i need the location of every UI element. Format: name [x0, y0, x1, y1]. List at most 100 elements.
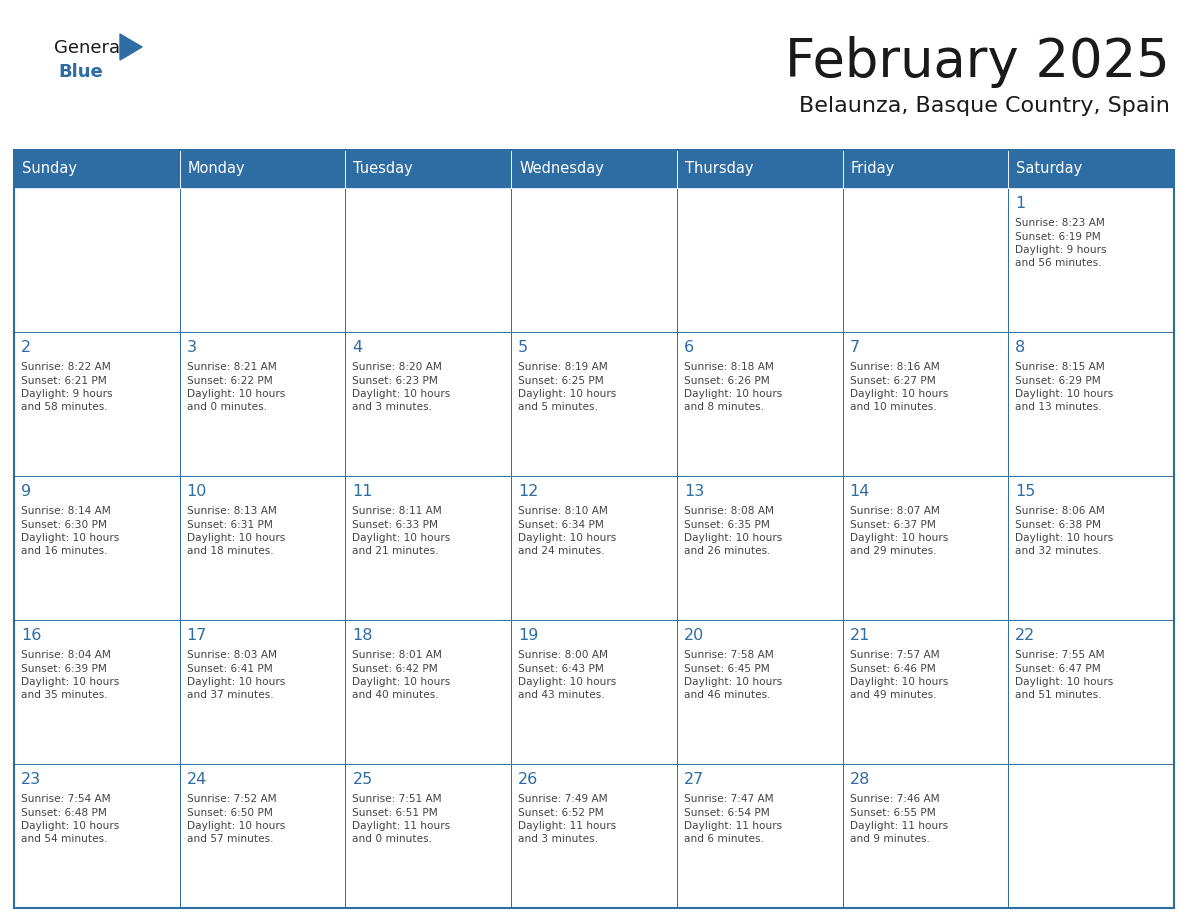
Text: and 51 minutes.: and 51 minutes. [1016, 690, 1101, 700]
Text: Sunset: 6:48 PM: Sunset: 6:48 PM [21, 808, 107, 818]
Bar [179, 476, 346, 620]
Bar [677, 476, 842, 620]
Text: 18: 18 [353, 628, 373, 643]
Bar [1009, 476, 1174, 620]
Bar [14, 188, 179, 332]
Text: Sunrise: 7:58 AM: Sunrise: 7:58 AM [684, 650, 773, 660]
Text: and 8 minutes.: and 8 minutes. [684, 402, 764, 412]
Bar [14, 764, 179, 908]
Bar [179, 188, 346, 332]
Text: Sunrise: 8:04 AM: Sunrise: 8:04 AM [21, 650, 110, 660]
Text: Sunset: 6:34 PM: Sunset: 6:34 PM [518, 520, 604, 530]
Text: Daylight: 10 hours: Daylight: 10 hours [353, 389, 450, 399]
Text: and 54 minutes.: and 54 minutes. [21, 834, 107, 845]
Text: 24: 24 [187, 772, 207, 787]
Text: 11: 11 [353, 484, 373, 499]
Text: Sunrise: 8:15 AM: Sunrise: 8:15 AM [1016, 362, 1105, 372]
Text: 8: 8 [1016, 340, 1025, 355]
Text: and 3 minutes.: and 3 minutes. [353, 402, 432, 412]
Bar [1009, 764, 1174, 908]
Text: and 18 minutes.: and 18 minutes. [187, 546, 273, 556]
Text: Sunrise: 7:47 AM: Sunrise: 7:47 AM [684, 794, 773, 804]
Text: 20: 20 [684, 628, 704, 643]
Text: Sunrise: 7:57 AM: Sunrise: 7:57 AM [849, 650, 940, 660]
Text: and 56 minutes.: and 56 minutes. [1016, 259, 1101, 268]
Text: Daylight: 10 hours: Daylight: 10 hours [21, 821, 119, 831]
Bar [179, 620, 346, 764]
Text: 17: 17 [187, 628, 207, 643]
Bar [677, 150, 842, 188]
Text: Sunrise: 8:01 AM: Sunrise: 8:01 AM [353, 650, 442, 660]
Text: Sunset: 6:21 PM: Sunset: 6:21 PM [21, 375, 107, 386]
Text: and 29 minutes.: and 29 minutes. [849, 546, 936, 556]
Text: Sunset: 6:25 PM: Sunset: 6:25 PM [518, 375, 604, 386]
Text: Daylight: 11 hours: Daylight: 11 hours [684, 821, 782, 831]
Text: Daylight: 10 hours: Daylight: 10 hours [684, 533, 782, 543]
Text: Wednesday: Wednesday [519, 162, 604, 176]
Text: Sunset: 6:35 PM: Sunset: 6:35 PM [684, 520, 770, 530]
Text: 14: 14 [849, 484, 870, 499]
Text: and 57 minutes.: and 57 minutes. [187, 834, 273, 845]
Bar [1009, 188, 1174, 332]
Bar [14, 620, 179, 764]
Text: Sunset: 6:51 PM: Sunset: 6:51 PM [353, 808, 438, 818]
Text: Sunset: 6:19 PM: Sunset: 6:19 PM [1016, 231, 1101, 241]
Text: Sunset: 6:41 PM: Sunset: 6:41 PM [187, 664, 272, 674]
Bar [346, 764, 511, 908]
Bar [346, 620, 511, 764]
Text: Sunset: 6:37 PM: Sunset: 6:37 PM [849, 520, 935, 530]
Text: Daylight: 10 hours: Daylight: 10 hours [1016, 533, 1113, 543]
Text: 5: 5 [518, 340, 529, 355]
Text: and 0 minutes.: and 0 minutes. [187, 402, 267, 412]
Text: 21: 21 [849, 628, 870, 643]
Text: Sunset: 6:52 PM: Sunset: 6:52 PM [518, 808, 604, 818]
Text: 7: 7 [849, 340, 860, 355]
Text: 26: 26 [518, 772, 538, 787]
Text: Daylight: 10 hours: Daylight: 10 hours [187, 389, 285, 399]
Text: Daylight: 10 hours: Daylight: 10 hours [1016, 389, 1113, 399]
Text: Monday: Monday [188, 162, 246, 176]
Text: and 40 minutes.: and 40 minutes. [353, 690, 440, 700]
Text: Sunrise: 8:13 AM: Sunrise: 8:13 AM [187, 506, 277, 516]
Text: and 35 minutes.: and 35 minutes. [21, 690, 108, 700]
Bar [14, 150, 1174, 908]
Bar [511, 476, 677, 620]
Text: February 2025: February 2025 [785, 36, 1170, 88]
Text: 25: 25 [353, 772, 373, 787]
Text: and 9 minutes.: and 9 minutes. [849, 834, 929, 845]
Bar [511, 332, 677, 476]
Text: Daylight: 11 hours: Daylight: 11 hours [518, 821, 617, 831]
Text: 16: 16 [21, 628, 42, 643]
Text: Sunset: 6:54 PM: Sunset: 6:54 PM [684, 808, 770, 818]
Text: 23: 23 [21, 772, 42, 787]
Bar [511, 764, 677, 908]
Text: Sunrise: 7:46 AM: Sunrise: 7:46 AM [849, 794, 940, 804]
Text: and 32 minutes.: and 32 minutes. [1016, 546, 1102, 556]
Text: Sunrise: 8:08 AM: Sunrise: 8:08 AM [684, 506, 773, 516]
Text: 28: 28 [849, 772, 870, 787]
Text: Daylight: 9 hours: Daylight: 9 hours [21, 389, 113, 399]
Text: Daylight: 10 hours: Daylight: 10 hours [684, 389, 782, 399]
Text: Sunrise: 8:14 AM: Sunrise: 8:14 AM [21, 506, 110, 516]
Polygon shape [120, 34, 143, 60]
Text: Sunset: 6:27 PM: Sunset: 6:27 PM [849, 375, 935, 386]
Text: Sunset: 6:50 PM: Sunset: 6:50 PM [187, 808, 272, 818]
Text: and 58 minutes.: and 58 minutes. [21, 402, 108, 412]
Text: Daylight: 9 hours: Daylight: 9 hours [1016, 245, 1107, 255]
Bar [677, 764, 842, 908]
Text: Sunrise: 8:21 AM: Sunrise: 8:21 AM [187, 362, 277, 372]
Text: Sunset: 6:46 PM: Sunset: 6:46 PM [849, 664, 935, 674]
Text: Sunset: 6:55 PM: Sunset: 6:55 PM [849, 808, 935, 818]
Text: Sunrise: 8:23 AM: Sunrise: 8:23 AM [1016, 218, 1105, 228]
Bar [677, 332, 842, 476]
Text: and 16 minutes.: and 16 minutes. [21, 546, 107, 556]
Text: Sunset: 6:38 PM: Sunset: 6:38 PM [1016, 520, 1101, 530]
Bar [842, 476, 1009, 620]
Text: and 3 minutes.: and 3 minutes. [518, 834, 598, 845]
Text: Sunrise: 8:10 AM: Sunrise: 8:10 AM [518, 506, 608, 516]
Text: Sunrise: 8:18 AM: Sunrise: 8:18 AM [684, 362, 773, 372]
Text: Sunset: 6:29 PM: Sunset: 6:29 PM [1016, 375, 1101, 386]
Bar [179, 764, 346, 908]
Text: 12: 12 [518, 484, 538, 499]
Text: Sunset: 6:42 PM: Sunset: 6:42 PM [353, 664, 438, 674]
